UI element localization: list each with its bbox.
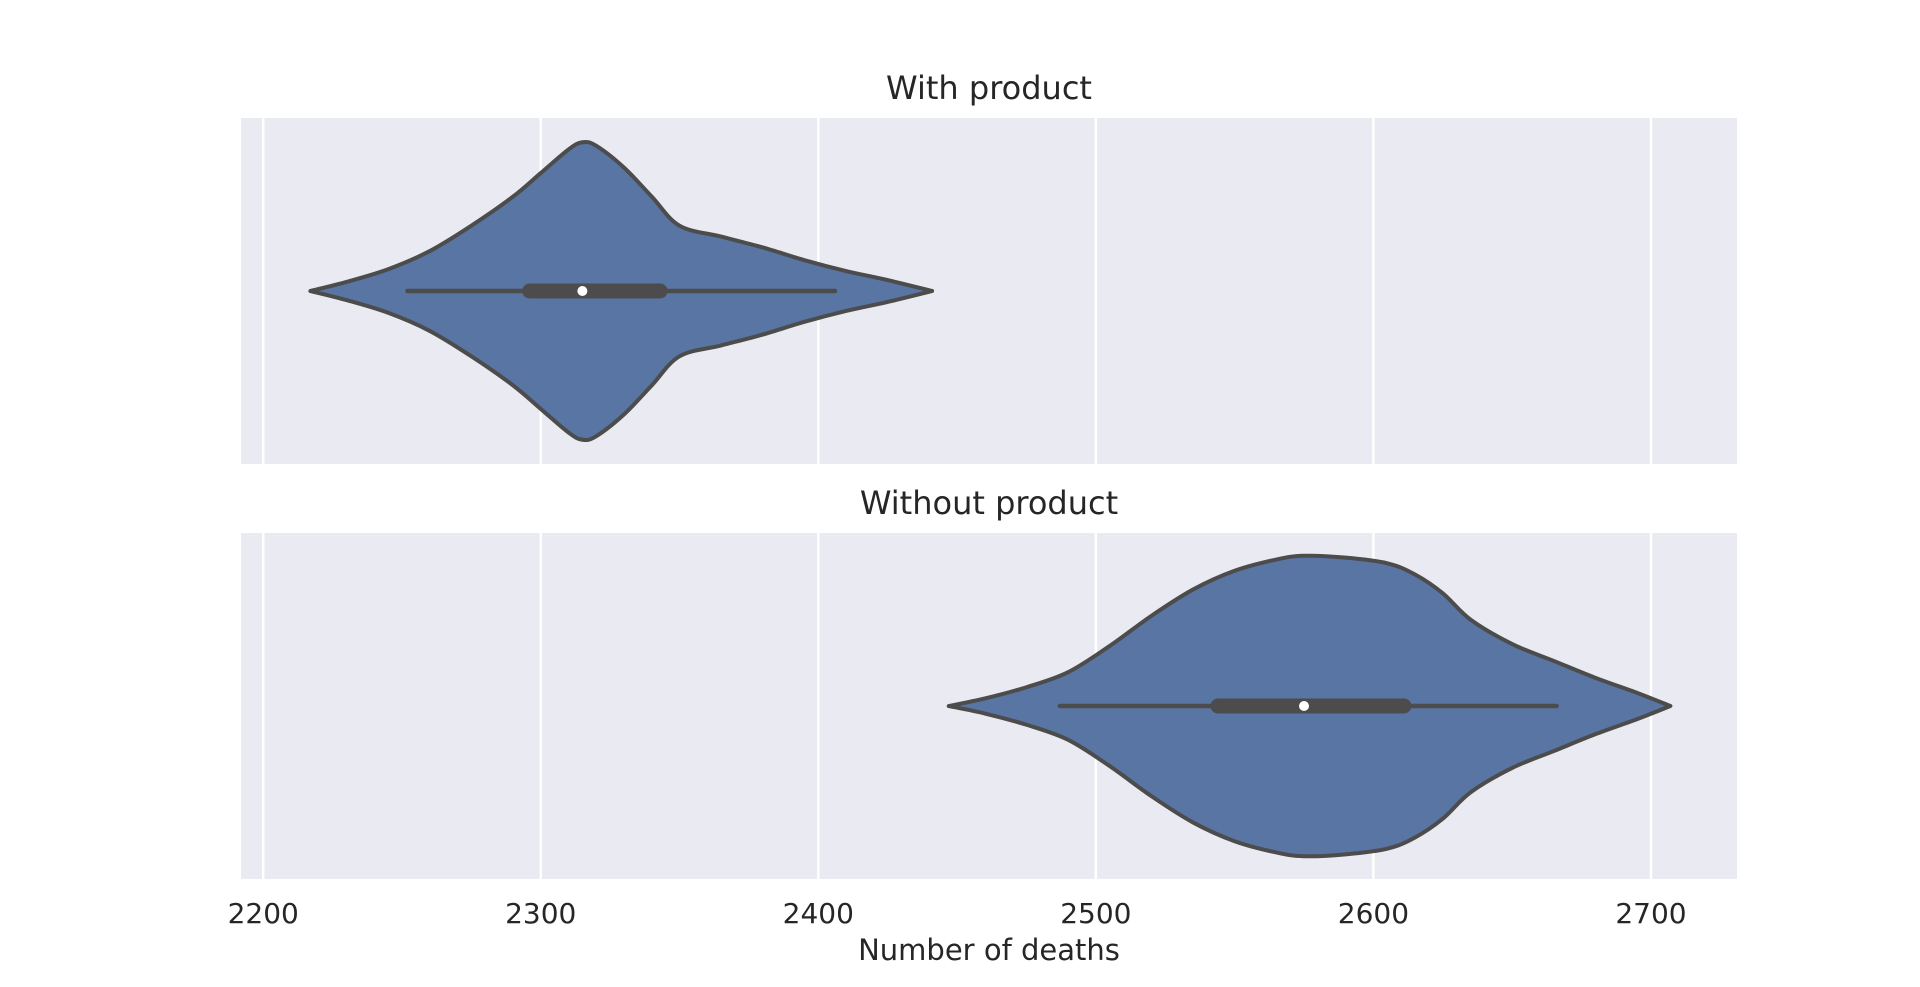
x-tick-label-2600: 2600 bbox=[1338, 897, 1409, 930]
x-tick-label-2400: 2400 bbox=[783, 897, 854, 930]
panel-title-without-product: Without product bbox=[860, 484, 1118, 522]
x-axis-label: Number of deaths bbox=[858, 933, 1120, 967]
panel-title-with-product: With product bbox=[886, 69, 1092, 107]
median-marker bbox=[1299, 701, 1310, 711]
x-tick-label-2300: 2300 bbox=[505, 897, 576, 930]
x-axis-tick-labels: 2200 2300 2400 2500 2600 2700 bbox=[228, 897, 1687, 930]
panel-without-product-violin bbox=[946, 553, 1673, 859]
x-tick-label-2500: 2500 bbox=[1060, 897, 1131, 930]
x-tick-label-2700: 2700 bbox=[1615, 897, 1686, 930]
median-marker bbox=[577, 286, 588, 296]
x-tick-label-2200: 2200 bbox=[228, 897, 299, 930]
panel-with-product-violin bbox=[308, 139, 935, 443]
